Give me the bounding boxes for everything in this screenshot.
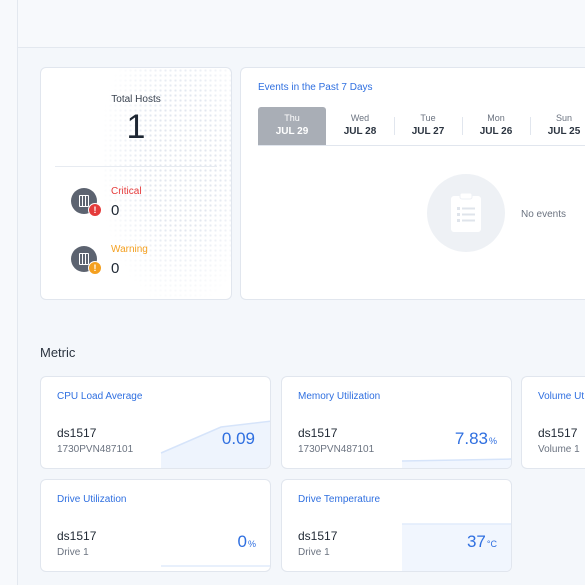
hosts-summary-card: Total Hosts 1 ! Critical 0 ! Warning 0	[40, 67, 232, 300]
metric-title: Memory Utilization	[298, 391, 381, 402]
metric-title: Drive Utilization	[57, 494, 127, 505]
no-events-text: No events	[521, 209, 567, 220]
tab-date: JUL 26	[479, 126, 513, 137]
metric-host: ds1517	[298, 529, 338, 543]
metric-title: Drive Temperature	[298, 494, 381, 505]
server-critical-icon: !	[71, 188, 102, 217]
events-card: Events in the Past 7 Days Thu JUL 29 Wed…	[240, 67, 585, 300]
metric-heading: Metric	[40, 345, 76, 360]
metric-card-drive-utilization[interactable]: Drive Utilization ds1517 Drive 1 0%	[40, 479, 271, 572]
critical-label: Critical	[111, 186, 142, 197]
day-tabs: Thu JUL 29 Wed JUL 28 Tue JUL 27 Mon JUL…	[258, 107, 585, 146]
metric-title: Volume Ut	[538, 391, 585, 402]
tab-day-2[interactable]: Tue JUL 27	[394, 107, 462, 145]
left-navigation-rail	[0, 0, 18, 585]
metric-subtitle: 1730PVN487101	[57, 444, 134, 455]
world-map-background	[103, 68, 231, 299]
warning-count: 0	[111, 260, 120, 277]
tab-dow: Wed	[350, 113, 370, 123]
sparkline-chart	[161, 565, 270, 567]
tab-date: JUL 27	[411, 126, 445, 137]
tab-separator	[394, 117, 395, 135]
metric-value: 37°C	[466, 532, 497, 551]
total-hosts-label: Total Hosts	[111, 94, 161, 105]
metric-card-drive-temperature[interactable]: Drive Temperature ds1517 Drive 1 37°C	[281, 479, 512, 572]
sparkline-chart	[160, 420, 270, 468]
tab-separator	[462, 117, 463, 135]
total-hosts-count: 1	[126, 108, 146, 146]
tab-date: JUL 28	[343, 126, 377, 137]
metric-host: ds1517	[57, 529, 97, 543]
tab-dow: Sun	[555, 113, 572, 123]
tab-date: JUL 25	[547, 126, 581, 137]
empty-state-circle	[427, 174, 505, 252]
metric-card-volume[interactable]: Volume Ut ds1517 Volume 1	[521, 376, 585, 469]
critical-count: 0	[111, 202, 120, 219]
sparkline-chart	[401, 458, 511, 468]
top-bar	[18, 0, 585, 48]
metric-card-cpu-load[interactable]: CPU Load Average ds1517 1730PVN487101 0.…	[40, 376, 271, 469]
metric-card-memory[interactable]: Memory Utilization ds1517 1730PVN487101 …	[281, 376, 512, 469]
clipboard-list-icon	[451, 192, 481, 232]
warning-badge-icon: !	[88, 261, 102, 275]
metric-host: ds1517	[57, 426, 97, 440]
tab-dow: Tue	[420, 113, 436, 123]
tab-dow: Thu	[284, 113, 300, 123]
tab-separator	[530, 117, 531, 135]
metric-subtitle: Drive 1	[298, 547, 330, 558]
tab-day-3[interactable]: Mon JUL 26	[462, 107, 530, 145]
metric-value: 7.83%	[454, 429, 497, 448]
server-warning-icon: !	[71, 246, 102, 275]
metric-subtitle: Drive 1	[57, 547, 89, 558]
metric-subtitle: Volume 1	[538, 444, 580, 455]
metric-host: ds1517	[538, 426, 578, 440]
critical-badge-icon: !	[88, 203, 102, 217]
metric-subtitle: 1730PVN487101	[298, 444, 375, 455]
tab-day-4[interactable]: Sun JUL 25	[530, 107, 585, 145]
metric-value: 0.09	[221, 429, 255, 448]
metric-title: CPU Load Average	[57, 391, 143, 402]
tab-day-1[interactable]: Wed JUL 28	[326, 107, 394, 145]
events-title: Events in the Past 7 Days	[258, 82, 373, 93]
metric-value: 0%	[237, 532, 256, 551]
tab-dow: Mon	[487, 113, 505, 123]
tab-date: JUL 29	[275, 126, 309, 137]
divider	[55, 166, 217, 167]
sparkline-chart	[402, 523, 511, 571]
tab-day-0[interactable]: Thu JUL 29	[258, 107, 326, 145]
metric-host: ds1517	[298, 426, 338, 440]
warning-label: Warning	[111, 244, 148, 255]
